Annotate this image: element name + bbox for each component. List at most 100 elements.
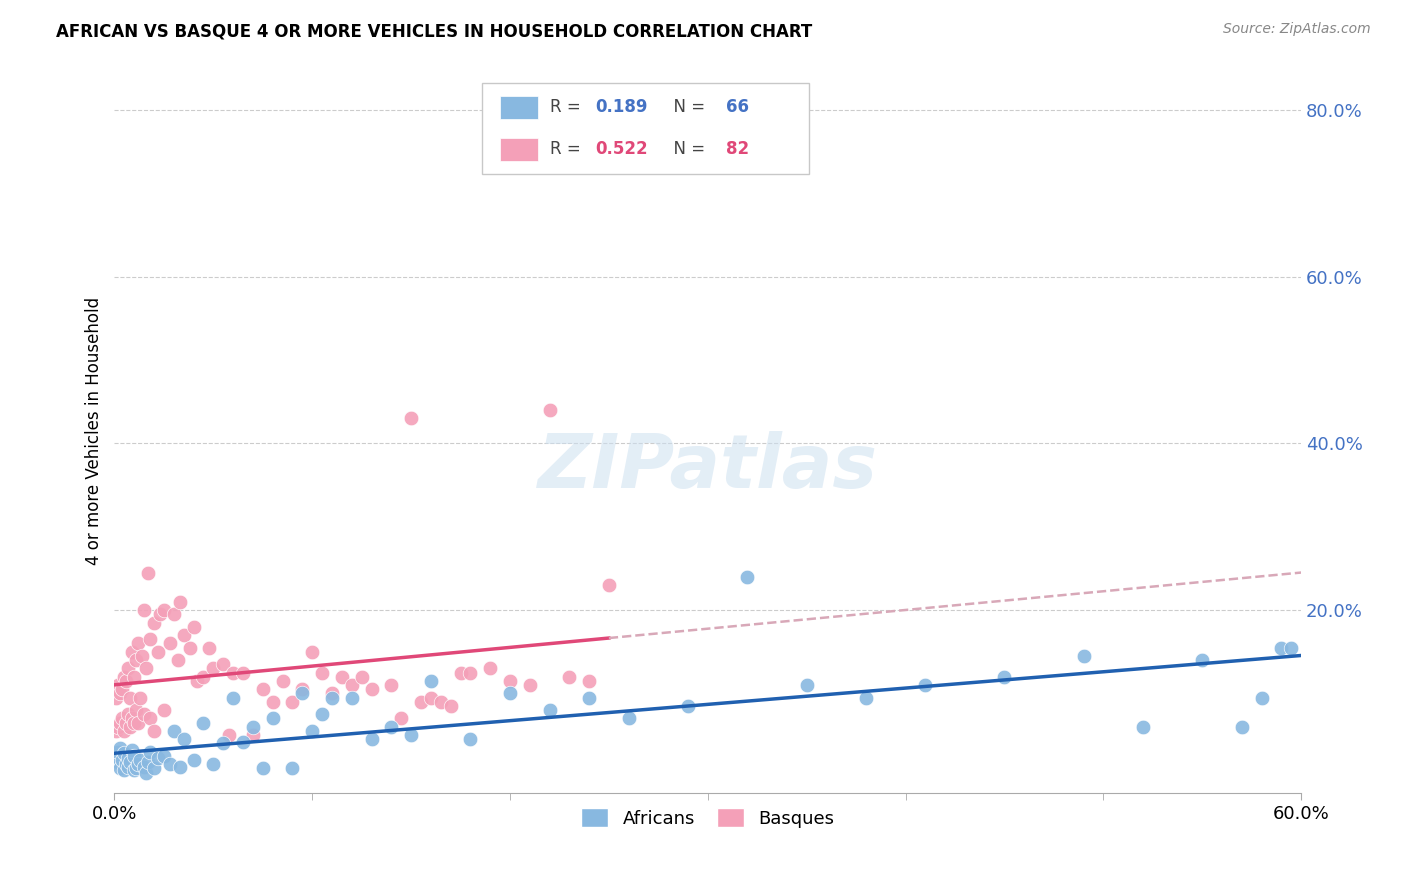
Point [222, 665, 245, 680]
Point [519, 678, 541, 692]
Point [117, 707, 139, 722]
Point [479, 661, 502, 675]
Point [193, 670, 215, 684]
Point [419, 690, 441, 705]
Point [136, 755, 159, 769]
Point [399, 411, 422, 425]
Point [1073, 648, 1095, 663]
Point [271, 673, 294, 688]
Point [122, 748, 145, 763]
Point [173, 628, 195, 642]
Point [350, 670, 373, 684]
Point [146, 751, 169, 765]
Point [222, 690, 245, 705]
Point [169, 595, 191, 609]
Point [242, 728, 264, 742]
Point [212, 657, 235, 672]
Point [419, 673, 441, 688]
Point [136, 566, 159, 580]
Point [131, 648, 153, 663]
Text: R =: R = [550, 140, 586, 158]
Point [139, 711, 162, 725]
Point [125, 703, 148, 717]
Point [538, 703, 561, 717]
Point [262, 695, 284, 709]
Point [340, 690, 363, 705]
Point [202, 757, 225, 772]
Point [111, 682, 134, 697]
Point [163, 607, 186, 622]
Point [129, 690, 152, 705]
FancyBboxPatch shape [482, 83, 808, 174]
Point [301, 645, 323, 659]
Point [179, 640, 201, 655]
Point [409, 695, 432, 709]
Point [252, 682, 274, 697]
Point [198, 640, 221, 655]
Point [1132, 720, 1154, 734]
Point [1230, 720, 1253, 734]
Text: R =: R = [550, 98, 586, 117]
Point [301, 723, 323, 738]
Point [135, 661, 157, 675]
Point [132, 760, 155, 774]
Point [737, 570, 759, 584]
Point [127, 636, 149, 650]
Point [460, 732, 482, 747]
FancyBboxPatch shape [501, 95, 538, 119]
Point [232, 734, 254, 748]
Point [115, 673, 138, 688]
FancyBboxPatch shape [501, 137, 538, 161]
Point [578, 673, 600, 688]
Point [360, 732, 382, 747]
Point [153, 748, 176, 763]
Point [139, 632, 162, 647]
Point [105, 690, 128, 705]
Point [281, 695, 304, 709]
Point [558, 670, 581, 684]
Point [121, 743, 143, 757]
Point [125, 653, 148, 667]
Point [1191, 653, 1213, 667]
Text: N =: N = [662, 140, 710, 158]
Point [115, 715, 138, 730]
Point [153, 603, 176, 617]
Point [993, 670, 1015, 684]
Point [321, 690, 343, 705]
Text: 0.522: 0.522 [595, 140, 648, 158]
Point [122, 670, 145, 684]
Text: 82: 82 [725, 140, 749, 158]
Point [291, 682, 314, 697]
Point [122, 763, 145, 777]
Point [105, 748, 128, 763]
Point [107, 755, 129, 769]
Point [311, 665, 333, 680]
Point [163, 723, 186, 738]
Point [232, 665, 254, 680]
Point [1270, 640, 1292, 655]
Point [218, 728, 240, 742]
Text: 0.189: 0.189 [595, 98, 648, 117]
Point [112, 670, 135, 684]
Text: AFRICAN VS BASQUE 4 OR MORE VEHICLES IN HOUSEHOLD CORRELATION CHART: AFRICAN VS BASQUE 4 OR MORE VEHICLES IN … [56, 22, 813, 40]
Point [1250, 690, 1272, 705]
Point [135, 765, 157, 780]
Point [166, 653, 188, 667]
Text: ZIPatlas: ZIPatlas [537, 431, 877, 504]
Y-axis label: 4 or more Vehicles in Household: 4 or more Vehicles in Household [86, 297, 103, 565]
Point [360, 682, 382, 697]
Point [159, 757, 181, 772]
Point [429, 695, 451, 709]
Point [598, 578, 620, 592]
Text: 66: 66 [725, 98, 748, 117]
Point [330, 670, 353, 684]
Point [202, 661, 225, 675]
Point [380, 720, 402, 734]
Point [143, 761, 166, 775]
Point [796, 678, 818, 692]
Point [110, 740, 132, 755]
Point [112, 763, 135, 777]
Point [112, 723, 135, 738]
Text: N =: N = [662, 98, 710, 117]
Point [183, 753, 205, 767]
